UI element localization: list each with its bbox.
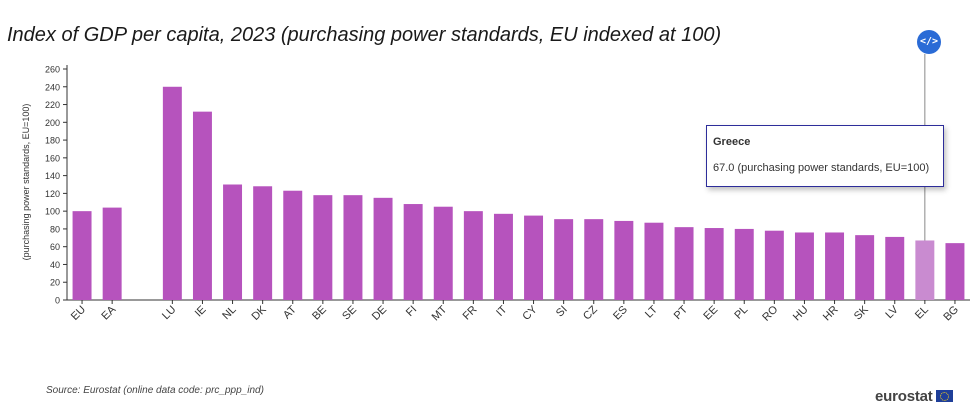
bar-es[interactable] [614, 220, 634, 300]
eurostat-logo[interactable]: eurostat [875, 386, 953, 406]
tooltip: Greece 67.0 (purchasing power standards,… [706, 125, 944, 187]
bar-pt[interactable] [674, 227, 694, 300]
tooltip-title: Greece [713, 136, 751, 148]
x-tick-label: BE [310, 304, 329, 323]
y-tick-label: 160 [45, 153, 60, 163]
bar-it[interactable] [493, 213, 513, 300]
x-tick-label: AT [281, 303, 299, 321]
bar-lu[interactable] [162, 86, 182, 301]
x-tick-label: NL [220, 304, 238, 322]
x-tick-label: LV [883, 303, 901, 321]
x-tick-label: IE [193, 304, 209, 320]
bars [72, 86, 965, 301]
y-tick-label: 240 [45, 82, 60, 92]
y-tick-label: 260 [45, 65, 60, 75]
bar-lt[interactable] [644, 222, 664, 300]
x-tick-label: SK [852, 303, 871, 322]
bar-se[interactable] [343, 195, 363, 300]
bar-ea[interactable] [102, 207, 122, 300]
chart-title: Index of GDP per capita, 2023 (purchasin… [7, 24, 722, 46]
bar-ie[interactable] [192, 111, 212, 301]
y-tick-label: 100 [45, 207, 60, 217]
embed-code-button[interactable]: </> [917, 30, 941, 54]
y-tick-label: 80 [50, 224, 60, 234]
bar-si[interactable] [554, 219, 574, 300]
bar-de[interactable] [373, 197, 393, 300]
bar-dk[interactable] [253, 186, 273, 300]
eu-flag-icon [935, 390, 953, 402]
x-tick-label: HU [791, 304, 811, 324]
x-tick-label: DE [370, 304, 389, 323]
bar-lv[interactable] [885, 236, 905, 300]
bar-sk[interactable] [855, 235, 875, 300]
x-tick-label: DK [249, 303, 269, 323]
bar-cy[interactable] [524, 215, 544, 300]
bar-el[interactable] [915, 240, 935, 300]
tooltip-value: 67.0 (purchasing power standards, EU=100… [713, 162, 930, 174]
y-tick-label: 120 [45, 189, 60, 199]
x-tick-label: PT [672, 303, 691, 322]
y-tick-label: 140 [45, 171, 60, 181]
x-tick-label: PL [732, 304, 750, 322]
x-tick-label: EL [913, 304, 931, 322]
x-tick-label: ES [611, 304, 630, 323]
y-axis-label: (purchasing power standards, EU=100) [21, 104, 31, 261]
x-tick-label: SI [554, 304, 570, 320]
y-tick-label: 20 [50, 278, 60, 288]
source-note: Source: Eurostat (online data code: prc_… [46, 385, 264, 396]
bar-ro[interactable] [764, 230, 784, 300]
logo-text: eurostat [875, 387, 933, 405]
bar-hu[interactable] [794, 232, 814, 300]
x-tick-label: MT [430, 303, 450, 323]
y-tick-label: 220 [45, 100, 60, 110]
bar-mt[interactable] [433, 206, 453, 300]
x-tick-label: EU [69, 304, 88, 323]
x-tick-label: CZ [581, 303, 600, 322]
bar-eu[interactable] [72, 211, 92, 300]
x-tick-label: EE [701, 304, 720, 323]
x-tick-label: HR [821, 304, 841, 324]
x-tick-label: CY [520, 303, 540, 323]
x-tick-label: IT [494, 303, 510, 319]
y-tick-label: 40 [50, 260, 60, 270]
y-tick-label: 180 [45, 136, 60, 146]
y-tick-label: 60 [50, 242, 60, 252]
x-tick-label: FI [404, 304, 419, 319]
x-tick-label: LU [160, 304, 178, 322]
x-tick-label: FR [461, 304, 480, 323]
x-tick-label: BG [941, 304, 961, 324]
bar-nl[interactable] [223, 184, 243, 301]
bar-be[interactable] [313, 195, 333, 300]
y-tick-label: 0 [55, 296, 60, 306]
x-tick-label: EA [99, 303, 118, 322]
x-tick-label: SE [340, 304, 359, 323]
y-tick-label: 200 [45, 118, 60, 128]
bar-at[interactable] [283, 190, 303, 300]
bar-hr[interactable] [825, 232, 845, 300]
x-tick-label: LT [643, 303, 660, 320]
bar-fr[interactable] [463, 211, 483, 300]
bar-bg[interactable] [945, 243, 965, 300]
bar-cz[interactable] [584, 219, 604, 300]
bar-ee[interactable] [704, 228, 724, 300]
bar-chart: 0 20 40 60 80 100 120 140 160 180 200 220 240 260 EU EA… [21, 54, 970, 324]
bar-pl[interactable] [734, 228, 754, 300]
x-tick-label: RO [760, 303, 780, 323]
bar-fi[interactable] [403, 204, 423, 300]
